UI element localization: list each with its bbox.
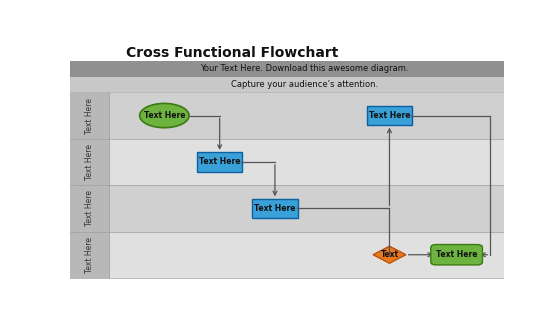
FancyBboxPatch shape [367,106,412,125]
FancyBboxPatch shape [109,139,504,185]
Text: Text Here: Text Here [254,204,296,213]
Text: Cross Functional Flowchart: Cross Functional Flowchart [127,46,339,60]
Text: Capture your audience’s attention.: Capture your audience’s attention. [231,80,378,89]
FancyBboxPatch shape [197,152,242,172]
FancyBboxPatch shape [70,61,504,77]
FancyBboxPatch shape [109,185,504,232]
FancyBboxPatch shape [70,185,109,232]
Text: Text Here: Text Here [85,98,94,134]
Text: Text Here: Text Here [199,158,240,166]
Text: Text Here: Text Here [143,111,185,120]
Text: Text Here: Text Here [85,144,94,180]
FancyBboxPatch shape [70,232,109,278]
FancyBboxPatch shape [253,199,297,218]
Text: Text Here: Text Here [368,111,410,120]
FancyBboxPatch shape [109,232,504,278]
Polygon shape [373,246,406,263]
FancyBboxPatch shape [70,92,109,139]
FancyBboxPatch shape [70,77,504,92]
Text: Text Here: Text Here [436,250,477,259]
Ellipse shape [139,103,189,128]
FancyBboxPatch shape [70,139,109,185]
FancyBboxPatch shape [109,92,504,139]
Text: Text Here: Text Here [85,190,94,226]
FancyBboxPatch shape [431,244,482,265]
Text: Your Text Here. Download this awesome diagram.: Your Text Here. Download this awesome di… [200,64,409,73]
Text: Text: Text [380,250,399,259]
Text: Text Here: Text Here [85,237,94,273]
